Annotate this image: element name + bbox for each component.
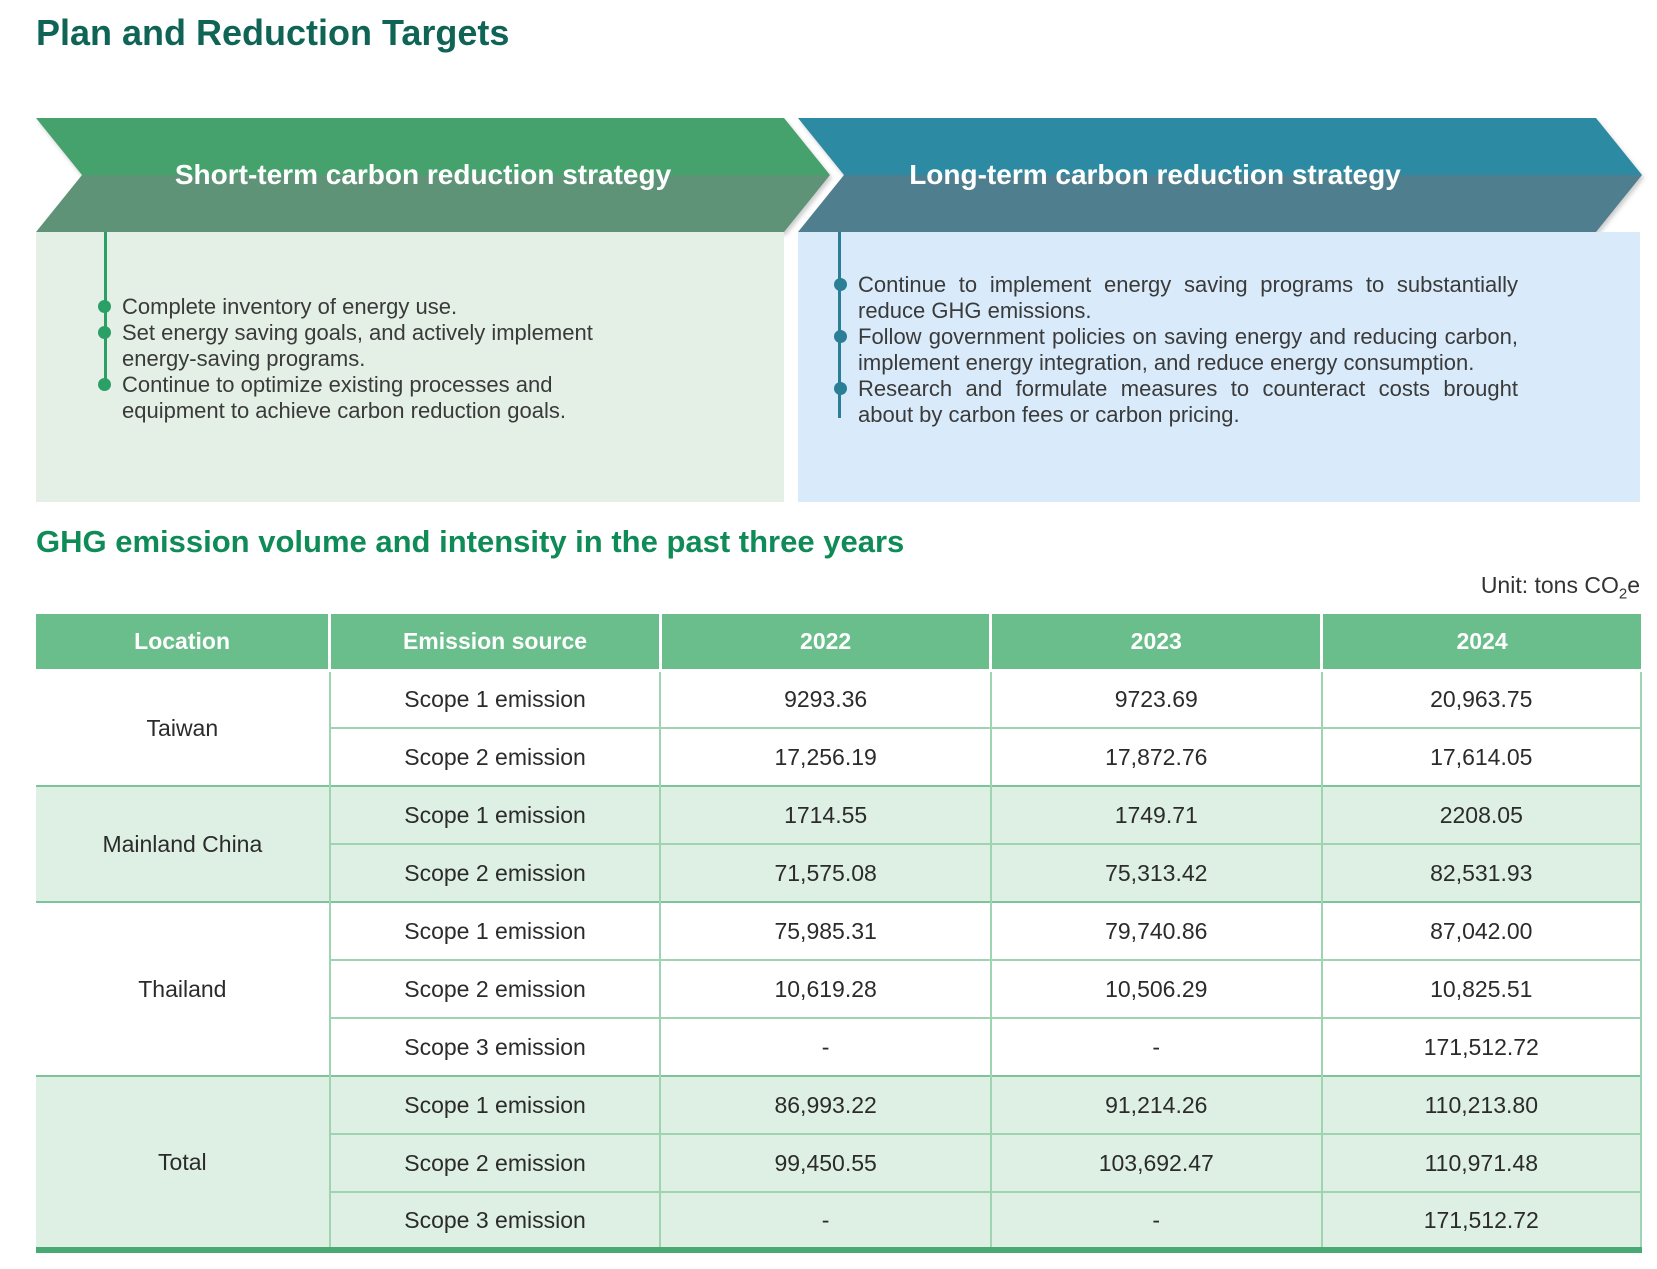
short-term-banner: Short-term carbon reduction strategy: [36, 118, 830, 232]
value-cell: -: [659, 1017, 991, 1076]
source-cell: Scope 3 emission: [328, 1191, 661, 1250]
long-term-bullet-list: Continue to implement energy saving prog…: [798, 232, 1558, 428]
table-row: Scope 2 emission 10,619.28 10,506.29 10,…: [36, 959, 1643, 1018]
short-term-arrow-shape: Short-term carbon reduction strategy: [36, 118, 830, 232]
unit-subscript: 2: [1618, 585, 1628, 603]
long-term-bullet-1: Continue to implement energy saving prog…: [834, 272, 1518, 323]
source-cell: Scope 2 emission: [328, 727, 661, 786]
value-cell: 79,740.86: [989, 901, 1322, 960]
value-cell: 9293.36: [659, 668, 991, 728]
ghg-emission-table: Location Emission source 2022 2023 2024 …: [36, 614, 1643, 1253]
table-row: Taiwan Scope 1 emission 9293.36 9723.69 …: [36, 668, 1643, 786]
value-cell: 99,450.55: [659, 1133, 991, 1192]
value-cell: 87,042.00: [1320, 901, 1643, 960]
table-row: Scope 3 emission - - 171,512.72: [36, 1017, 1643, 1076]
value-cell: 9723.69: [989, 668, 1322, 728]
value-cell: 82,531.93: [1320, 843, 1643, 902]
value-cell: 103,692.47: [989, 1133, 1322, 1192]
unit-suffix: e: [1627, 572, 1640, 598]
value-cell: -: [989, 1017, 1322, 1076]
long-term-panel: Continue to implement energy saving prog…: [798, 232, 1640, 502]
strategy-banners: Short-term carbon reduction strategy Lon…: [36, 118, 1646, 232]
value-cell: 75,985.31: [659, 901, 991, 960]
short-term-panel: Complete inventory of energy use. Set en…: [36, 232, 784, 502]
value-cell: 110,971.48: [1320, 1133, 1643, 1192]
table-row: Mainland China Scope 1 emission 1714.55 …: [36, 785, 1643, 902]
unit-text: Unit: tons CO: [1480, 572, 1619, 598]
value-cell: 171,512.72: [1320, 1191, 1643, 1250]
location-cell: Taiwan: [36, 668, 330, 786]
value-cell: 2208.05: [1320, 785, 1643, 844]
short-term-bullet-3: Continue to optimize existing processes …: [98, 372, 626, 424]
short-term-banner-title: Short-term carbon reduction strategy: [174, 159, 672, 190]
value-cell: 1749.71: [989, 785, 1322, 844]
source-cell: Scope 3 emission: [328, 1017, 661, 1076]
source-cell: Scope 1 emission: [328, 668, 661, 728]
short-term-bullet-1: Complete inventory of energy use.: [98, 294, 626, 320]
long-term-timeline-line: [838, 232, 841, 418]
table-row: Scope 3 emission - - 171,512.72: [36, 1191, 1643, 1250]
source-cell: Scope 1 emission: [328, 1075, 661, 1134]
value-cell: 75,313.42: [989, 843, 1322, 902]
location-cell: Total: [36, 1075, 330, 1250]
long-term-bullet-2: Follow government policies on saving ene…: [834, 324, 1518, 375]
ghg-section-title: GHG emission volume and intensity in the…: [36, 524, 905, 559]
table-row: Scope 2 emission 99,450.55 103,692.47 11…: [36, 1133, 1643, 1192]
table-row: Thailand Scope 1 emission 75,985.31 79,7…: [36, 901, 1643, 1076]
page-title: Plan and Reduction Targets: [36, 12, 510, 53]
short-term-bullet-2: Set energy saving goals, and actively im…: [98, 320, 626, 372]
long-term-banner-title: Long-term carbon reduction strategy: [909, 159, 1401, 190]
col-header-source: Emission source: [328, 614, 661, 670]
col-header-2023: 2023: [989, 614, 1322, 670]
value-cell: 17,256.19: [659, 727, 991, 786]
short-term-bullet-list: Complete inventory of energy use. Set en…: [36, 232, 646, 424]
value-cell: 110,213.80: [1320, 1075, 1643, 1134]
value-cell: -: [659, 1191, 991, 1250]
value-cell: 17,614.05: [1320, 727, 1643, 786]
value-cell: 1714.55: [659, 785, 991, 844]
value-cell: 10,506.29: [989, 959, 1322, 1018]
value-cell: 17,872.76: [989, 727, 1322, 786]
unit-label: Unit: tons CO2e: [1481, 572, 1640, 603]
long-term-bullet-3: Research and formulate measures to count…: [834, 376, 1518, 427]
table-row: Scope 2 emission 71,575.08 75,313.42 82,…: [36, 843, 1643, 902]
source-cell: Scope 2 emission: [328, 843, 661, 902]
value-cell: 86,993.22: [659, 1075, 991, 1134]
table-body: Taiwan Scope 1 emission 9293.36 9723.69 …: [36, 668, 1643, 1250]
table-row: Scope 2 emission 17,256.19 17,872.76 17,…: [36, 727, 1643, 786]
col-header-location: Location: [36, 614, 330, 670]
table-header-row: Location Emission source 2022 2023 2024: [36, 614, 1641, 670]
table-header: Location Emission source 2022 2023 2024: [36, 614, 1641, 670]
col-header-2022: 2022: [658, 614, 991, 670]
value-cell: 91,214.26: [989, 1075, 1322, 1134]
location-cell: Thailand: [36, 901, 330, 1076]
table-row: Total Scope 1 emission 86,993.22 91,214.…: [36, 1075, 1643, 1250]
location-cell: Mainland China: [36, 785, 330, 902]
value-cell: 71,575.08: [659, 843, 991, 902]
source-cell: Scope 2 emission: [328, 959, 661, 1018]
value-cell: 171,512.72: [1320, 1017, 1643, 1076]
source-cell: Scope 1 emission: [328, 785, 661, 844]
col-header-2024: 2024: [1320, 614, 1641, 670]
value-cell: 10,619.28: [659, 959, 991, 1018]
long-term-arrow-shape: Long-term carbon reduction strategy: [798, 118, 1642, 232]
source-cell: Scope 1 emission: [328, 901, 661, 960]
long-term-banner: Long-term carbon reduction strategy: [798, 118, 1642, 232]
value-cell: -: [989, 1191, 1322, 1250]
source-cell: Scope 2 emission: [328, 1133, 661, 1192]
value-cell: 10,825.51: [1320, 959, 1643, 1018]
value-cell: 20,963.75: [1320, 668, 1643, 728]
